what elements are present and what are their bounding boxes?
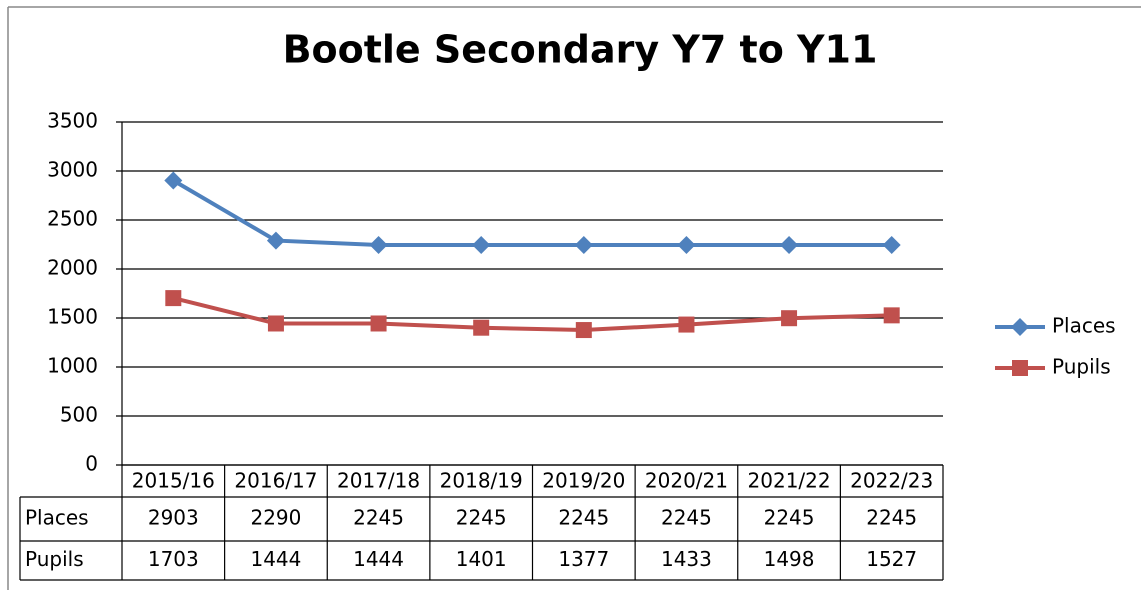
table-cell: 2245: [866, 506, 917, 530]
x-tick-label: 2016/17: [234, 469, 317, 493]
table-cell: 1433: [661, 547, 712, 571]
y-tick-label: 2500: [47, 207, 98, 231]
marker: [677, 235, 696, 254]
table-row-header: Pupils: [25, 547, 84, 571]
marker: [473, 319, 490, 336]
x-tick-label: 2015/16: [132, 469, 215, 493]
x-tick-label: 2018/19: [440, 469, 523, 493]
table-cell: 1401: [456, 547, 507, 571]
legend-label: Places: [1052, 314, 1116, 338]
marker: [370, 315, 387, 332]
legend-label: Pupils: [1052, 355, 1111, 379]
table-cell: 1527: [866, 547, 917, 571]
chart-title: Bootle Secondary Y7 to Y11: [283, 28, 878, 72]
table-cell: 1703: [148, 547, 199, 571]
marker: [164, 171, 183, 190]
marker: [266, 231, 285, 250]
marker: [883, 307, 900, 324]
marker: [781, 310, 798, 327]
marker: [267, 315, 284, 332]
marker: [882, 235, 901, 254]
legend-marker: [1012, 360, 1028, 376]
table-cell: 2245: [764, 506, 815, 530]
table-cell: 1498: [764, 547, 815, 571]
marker: [472, 235, 491, 254]
y-tick-label: 3500: [47, 109, 98, 133]
table-cell: 2245: [456, 506, 507, 530]
table-cell: 2290: [250, 506, 301, 530]
table-cell: 2245: [558, 506, 609, 530]
marker: [369, 235, 388, 254]
y-tick-label: 500: [60, 403, 98, 427]
x-tick-label: 2020/21: [645, 469, 728, 493]
y-tick-label: 3000: [47, 158, 98, 182]
marker: [575, 322, 592, 339]
legend-marker: [1011, 318, 1029, 336]
table-cell: 1377: [558, 547, 609, 571]
y-tick-label: 1000: [47, 354, 98, 378]
y-tick-label: 2000: [47, 256, 98, 280]
series-line: [172, 296, 892, 333]
table-cell: 2245: [353, 506, 404, 530]
marker: [678, 316, 695, 333]
series-line: [172, 178, 892, 247]
marker: [574, 235, 593, 254]
x-tick-label: 2017/18: [337, 469, 420, 493]
table-row-header: Places: [25, 506, 89, 530]
y-tick-label: 1500: [47, 305, 98, 329]
table-cell: 1444: [353, 547, 404, 571]
x-tick-label: 2021/22: [748, 469, 831, 493]
table-cell: 2903: [148, 506, 199, 530]
table-cell: 1444: [250, 547, 301, 571]
x-tick-label: 2019/20: [542, 469, 625, 493]
y-tick-label: 0: [85, 452, 98, 476]
marker: [165, 290, 182, 307]
marker: [780, 235, 799, 254]
x-tick-label: 2022/23: [850, 469, 933, 493]
table-cell: 2245: [661, 506, 712, 530]
